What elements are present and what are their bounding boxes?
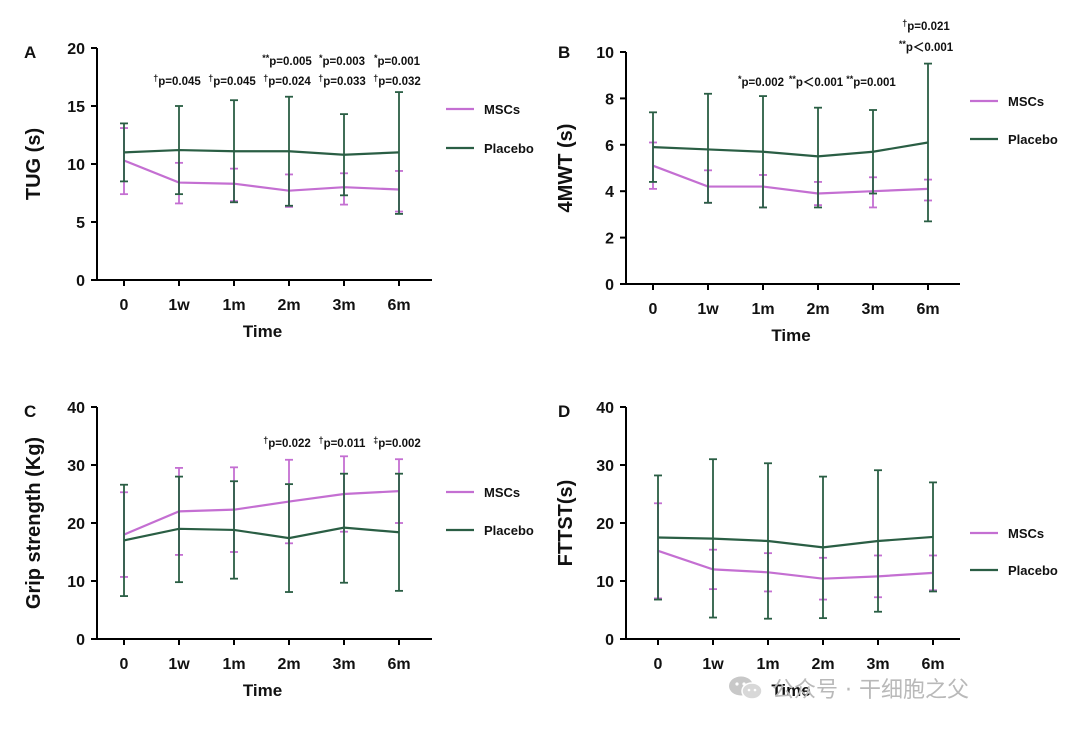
mscs-series-line <box>123 159 400 192</box>
x-tick-label: 2m <box>277 656 300 673</box>
x-tick-label: 3m <box>866 656 889 673</box>
legend-label-mscs: MSCs <box>1008 526 1044 541</box>
y-tick-label: 10 <box>596 574 614 591</box>
watermark: 公众号 · 干细胞之父 <box>728 672 969 704</box>
significance-annotation: †p=0.024 <box>263 73 311 88</box>
x-tick-label: 2m <box>806 301 829 318</box>
y-tick-label: 10 <box>67 574 85 591</box>
x-tick-label: 1w <box>697 301 719 318</box>
x-tick-label: 1m <box>222 656 245 673</box>
x-tick-label: 3m <box>332 656 355 673</box>
x-tick-label: 1m <box>222 297 245 314</box>
panel-label: B <box>558 43 570 62</box>
x-tick-label: 1w <box>168 656 190 673</box>
placebo-series-line <box>123 526 400 542</box>
mscs-series-line <box>123 490 400 536</box>
chart-panel-b: B 0 2 4 6 8 10 0 1w 1m 2m 3m 6m Time 4MWT (s) MSCs Place… <box>555 18 1058 345</box>
y-tick-label: 20 <box>67 516 85 533</box>
y-tick-label: 10 <box>596 45 614 62</box>
x-tick-label: 3m <box>332 297 355 314</box>
chart-panel-c: C 0 10 20 30 40 0 1w 1m 2m 3m 6m Time Grip strength (… <box>23 400 534 700</box>
y-tick-label: 10 <box>67 157 85 174</box>
y-tick-label: 0 <box>76 632 85 649</box>
x-tick-label: 0 <box>654 656 663 673</box>
x-tick-label: 1w <box>702 656 724 673</box>
y-axis-title: TUG (s) <box>23 128 45 200</box>
x-tick-label: 0 <box>120 297 129 314</box>
y-tick-label: 2 <box>605 231 614 248</box>
x-axis-title: Time <box>771 326 810 345</box>
x-tick-label: 6m <box>387 297 410 314</box>
legend-label-mscs: MSCs <box>1008 94 1044 109</box>
y-axis-title: 4MWT (s) <box>555 124 577 213</box>
significance-annotation: **p=0.005 <box>262 53 312 68</box>
y-tick-label: 8 <box>605 91 614 108</box>
x-tick-label: 6m <box>921 656 944 673</box>
x-axis-title: Time <box>771 681 810 700</box>
significance-annotation: †p=0.032 <box>373 73 421 88</box>
panel-label: C <box>24 402 36 421</box>
x-tick-label: 6m <box>916 301 939 318</box>
significance-annotation: **p=0.001 <box>846 74 896 89</box>
significance-annotation: **p＜0.001 <box>789 74 844 89</box>
y-tick-label: 6 <box>605 138 614 155</box>
significance-annotation: *p=0.002 <box>738 74 784 89</box>
mscs-series-line <box>657 549 934 580</box>
chart-panel-a: A 0 5 10 15 20 0 1w 1m 2m 3m 6m Time TUG (s) MSCs Place… <box>23 41 534 341</box>
x-tick-label: 6m <box>387 656 410 673</box>
significance-annotation: †p=0.033 <box>318 73 366 88</box>
legend-label-placebo: Placebo <box>484 141 534 156</box>
y-tick-label: 5 <box>76 215 85 232</box>
legend-label-mscs: MSCs <box>484 485 520 500</box>
wechat-icon <box>729 676 763 700</box>
significance-annotation: *p=0.003 <box>319 53 365 68</box>
y-tick-label: 30 <box>596 458 614 475</box>
placebo-series-line <box>652 141 929 158</box>
watermark-text: 公众号 · 干细胞之父 <box>772 678 969 703</box>
significance-annotation: †p=0.021 <box>902 18 950 33</box>
legend-label-placebo: Placebo <box>1008 132 1058 147</box>
y-axis-title: FTTST(s) <box>555 480 577 567</box>
legend-label-placebo: Placebo <box>1008 563 1058 578</box>
significance-annotation: †p=0.011 <box>319 435 367 450</box>
y-axis-title: Grip strength (Kg) <box>23 437 45 609</box>
y-tick-label: 40 <box>596 400 614 417</box>
panel-label: D <box>558 402 570 421</box>
legend-label-mscs: MSCs <box>484 102 520 117</box>
x-axis-title: Time <box>243 322 282 341</box>
panel-label: A <box>24 43 36 62</box>
y-tick-label: 40 <box>67 400 85 417</box>
y-tick-label: 4 <box>605 184 614 201</box>
significance-annotation: *p=0.001 <box>374 53 421 68</box>
y-tick-label: 0 <box>76 273 85 290</box>
x-tick-label: 3m <box>861 301 884 318</box>
y-tick-label: 15 <box>67 99 85 116</box>
legend-label-placebo: Placebo <box>484 523 534 538</box>
significance-annotation: **p＜0.001 <box>899 39 954 54</box>
x-axis-title: Time <box>243 681 282 700</box>
y-tick-label: 0 <box>605 632 614 649</box>
y-tick-label: 20 <box>596 516 614 533</box>
mscs-series-line <box>652 164 929 195</box>
significance-annotation: ‡p=0.002 <box>373 435 421 450</box>
x-tick-label: 1w <box>168 297 190 314</box>
placebo-series-line <box>123 148 400 156</box>
x-tick-label: 2m <box>811 656 834 673</box>
y-tick-label: 20 <box>67 41 85 58</box>
x-tick-label: 2m <box>277 297 300 314</box>
placebo-series-line <box>657 535 934 549</box>
y-tick-label: 0 <box>605 277 614 294</box>
significance-annotation: †p=0.045 <box>208 73 256 88</box>
significance-annotation: †p=0.045 <box>153 73 201 88</box>
chart-panel-d: D 0 10 20 30 40 0 1w 1m 2m 3m 6m Time FTTST(s) MSCs Pla… <box>555 400 1058 700</box>
significance-annotation: †p=0.022 <box>263 435 311 450</box>
x-tick-label: 1m <box>756 656 779 673</box>
y-tick-label: 30 <box>67 458 85 475</box>
x-tick-label: 0 <box>649 301 658 318</box>
x-tick-label: 0 <box>120 656 129 673</box>
x-tick-label: 1m <box>751 301 774 318</box>
